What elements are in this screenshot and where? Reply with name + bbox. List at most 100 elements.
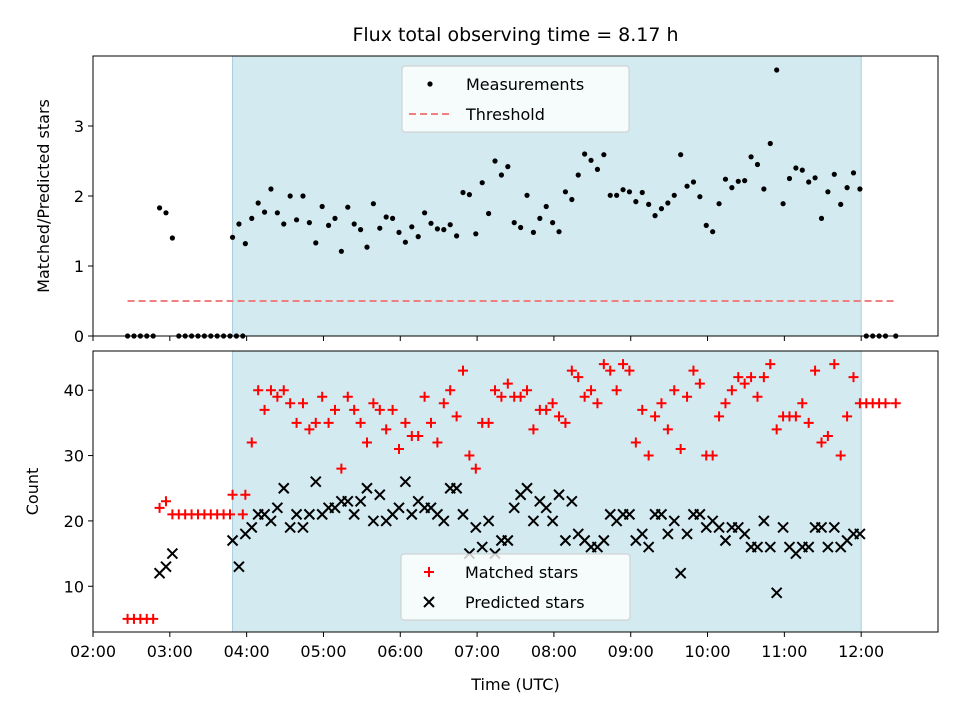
- predicted-star-marker: [566, 495, 578, 508]
- data-point: [767, 140, 773, 147]
- matched-star-marker: [528, 424, 539, 435]
- data-point: [671, 192, 677, 198]
- predicted-star-marker: [476, 541, 488, 553]
- matched-star-marker: [656, 398, 667, 409]
- legend: Matched stars Predicted stars: [400, 553, 631, 621]
- matched-star-marker: [739, 378, 750, 389]
- predicted-star-marker: [502, 534, 514, 547]
- y-tick-label: 1: [74, 257, 84, 276]
- predicted-star-marker: [546, 515, 559, 527]
- data-point: [678, 152, 684, 158]
- matched-star-marker: [822, 430, 833, 441]
- predicted-star-marker: [367, 515, 380, 527]
- data-point: [255, 200, 261, 206]
- predicted-star-marker: [226, 534, 239, 547]
- predicted-star-marker: [399, 475, 412, 488]
- data-point: [338, 248, 344, 254]
- matched-star-marker: [253, 385, 264, 396]
- x-tick-label: 06:00: [377, 642, 423, 661]
- matched-star-marker: [694, 378, 705, 389]
- data-point: [268, 186, 274, 192]
- bottom-panel: 10 20 30 40 02:00 03:00 04:00 05:00 06:00 07:00 08…: [23, 350, 939, 694]
- legend-plus-marker: [424, 567, 434, 577]
- matched-star-marker: [797, 398, 808, 409]
- data-point: [844, 185, 850, 191]
- data-point: [156, 205, 163, 211]
- y-tick-label: 40: [64, 381, 84, 400]
- y-tick-label: 30: [64, 447, 84, 466]
- legend-label: Matched stars: [465, 563, 578, 582]
- matched-star-marker: [835, 450, 846, 461]
- matched-star-marker: [154, 502, 165, 513]
- data-point: [786, 175, 793, 182]
- matched-star-marker: [259, 404, 270, 415]
- data-point: [825, 189, 831, 195]
- matched-star-marker: [310, 417, 321, 428]
- data-point: [409, 224, 415, 230]
- predicted-star-marker: [662, 528, 674, 540]
- predicted-star-marker: [758, 515, 770, 527]
- data-point: [684, 183, 690, 189]
- matched-star-marker: [502, 378, 513, 389]
- predicted-star-marker: [166, 547, 179, 560]
- data-point: [550, 220, 556, 226]
- matched-star-marker: [224, 509, 235, 520]
- data-point: [357, 227, 364, 233]
- data-point: [710, 229, 716, 235]
- y-tick-label: 0: [74, 327, 84, 346]
- x-tick-label: 09:00: [608, 642, 654, 661]
- data-point: [242, 241, 248, 247]
- matched-star-marker: [470, 463, 481, 474]
- data-point: [319, 203, 325, 210]
- matched-star-marker: [272, 391, 283, 402]
- matched-star-marker: [291, 417, 302, 428]
- data-point: [396, 229, 402, 235]
- data-point: [460, 189, 466, 196]
- data-point: [594, 166, 601, 172]
- data-point: [690, 179, 697, 185]
- matched-star-marker: [630, 437, 641, 448]
- predicted-star-marker: [764, 541, 776, 553]
- matched-star-marker: [720, 398, 731, 409]
- axes-frame: [92, 350, 939, 633]
- data-point: [261, 209, 268, 215]
- legend-label: Predicted stars: [465, 593, 585, 612]
- legend-box: [400, 553, 631, 621]
- top-panel: 0 1 2 3 Matched/Predicted stars Flux total ob…: [34, 24, 939, 346]
- data-point: [722, 176, 729, 182]
- matched-star-marker: [650, 411, 661, 422]
- predicted-star-marker: [482, 515, 495, 527]
- matched-star-marker: [393, 444, 404, 455]
- predicted-star-marker: [342, 495, 354, 508]
- matched-star-marker: [752, 391, 763, 402]
- matched-star-marker: [285, 398, 296, 409]
- predicted-star-marker: [623, 508, 636, 521]
- matched-star-marker: [227, 489, 238, 500]
- matched-star-marker: [432, 437, 443, 448]
- data-point: [402, 239, 408, 245]
- data-point: [537, 215, 543, 221]
- data-point: [169, 235, 175, 241]
- predicted-star-marker: [655, 508, 668, 521]
- data-point: [665, 200, 671, 206]
- data-point: [492, 158, 498, 164]
- predicted-star-marker: [374, 489, 386, 501]
- matched-star-marker: [304, 424, 315, 435]
- matched-star-marker: [733, 372, 744, 383]
- predicted-star-marker: [406, 508, 418, 521]
- matched-star-marker: [714, 411, 725, 422]
- predicted-star-marker: [802, 541, 815, 553]
- predicted-star-marker: [284, 521, 296, 534]
- matched-star-marker: [515, 391, 526, 402]
- data-point: [716, 201, 722, 207]
- matched-star-marker: [573, 372, 584, 383]
- matched-star-marker: [451, 411, 462, 422]
- predicted-star-marker: [278, 482, 290, 494]
- matched-star-marker: [624, 365, 635, 376]
- predicted-star-marker: [681, 528, 693, 540]
- data-point: [697, 194, 703, 200]
- matched-star-marker: [803, 417, 814, 428]
- data-point: [793, 165, 799, 171]
- data-point: [530, 229, 537, 235]
- data-point: [479, 180, 485, 186]
